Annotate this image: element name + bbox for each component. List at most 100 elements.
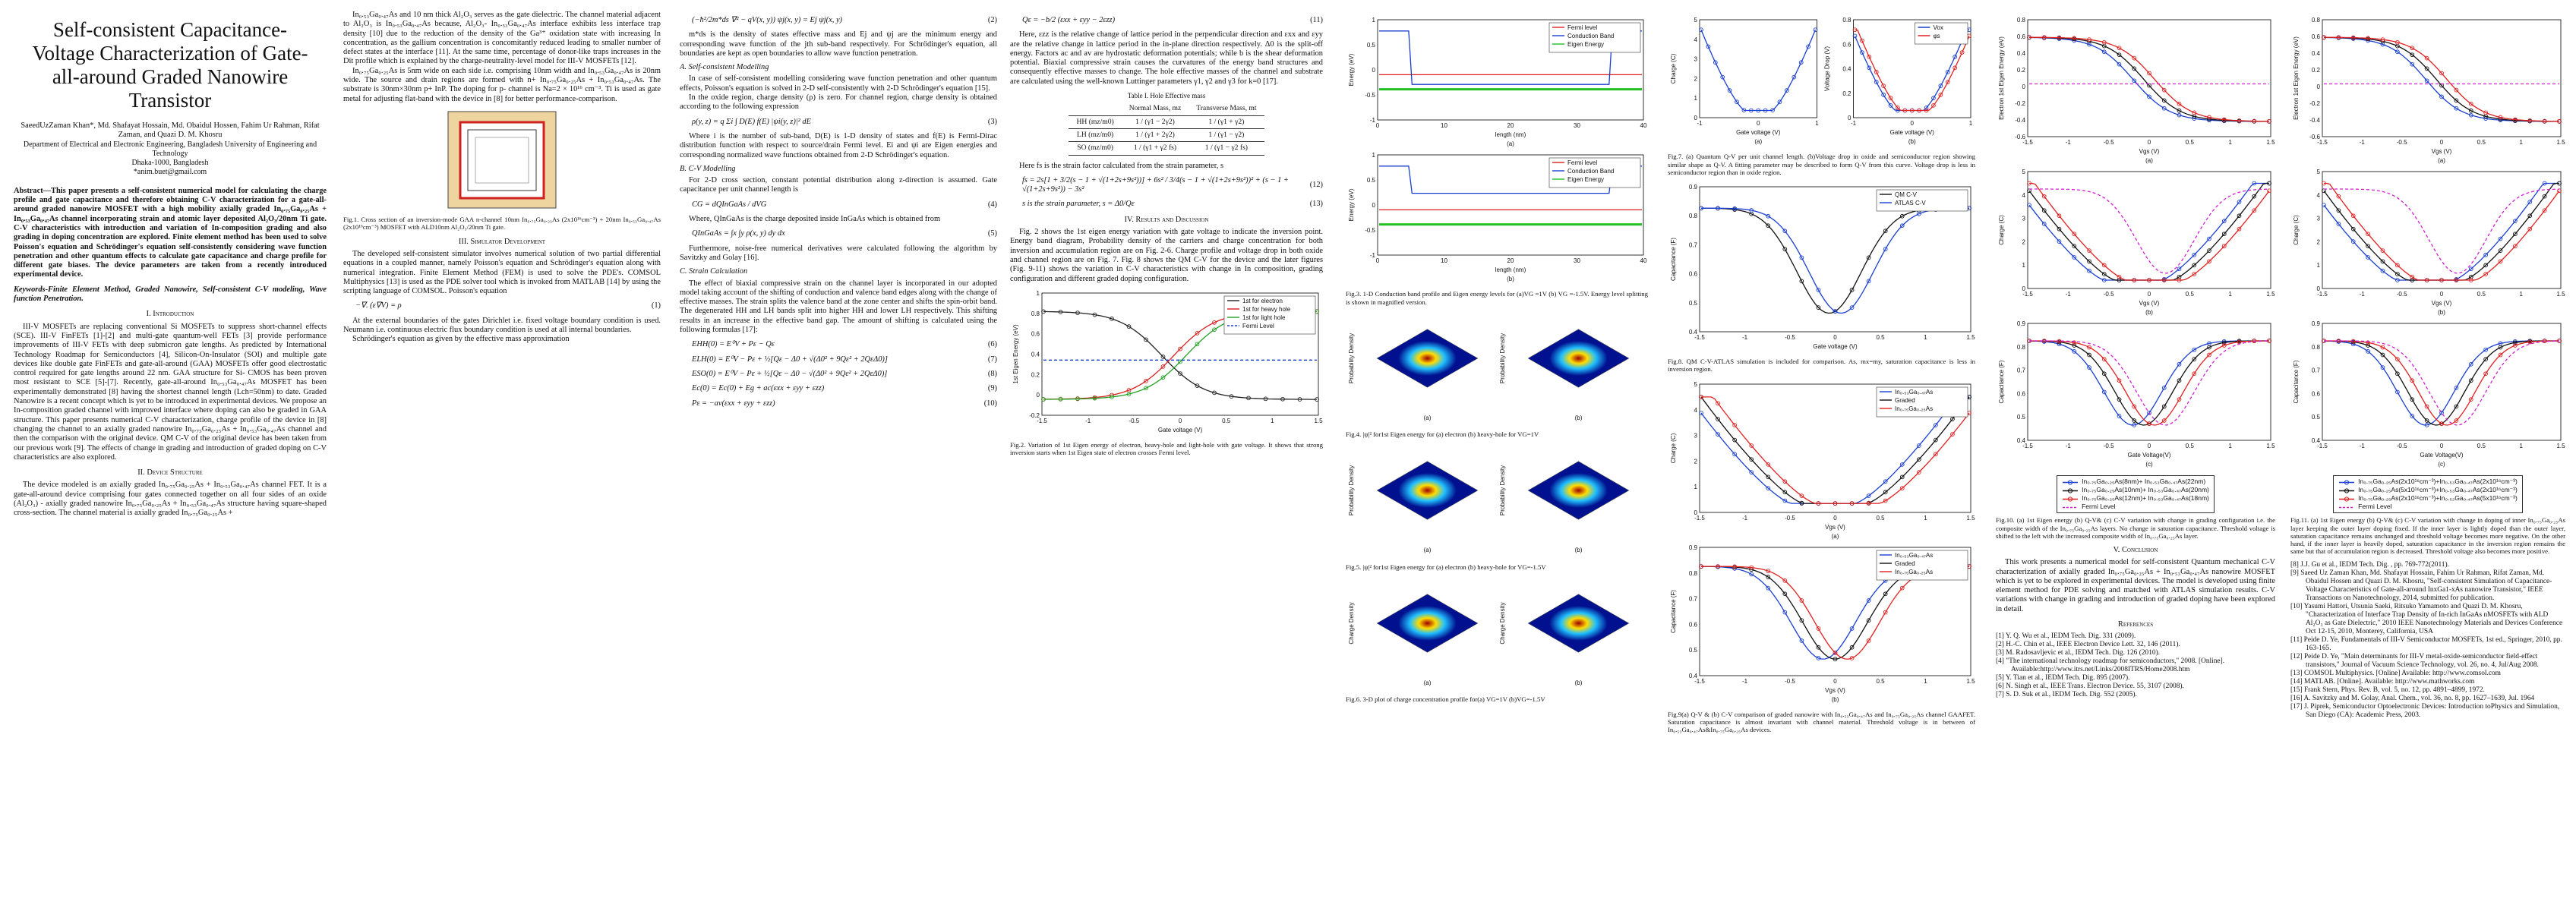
- curve: [1855, 29, 1970, 112]
- legend-swatch: [2063, 506, 2079, 508]
- curve-marker: [1092, 312, 1097, 317]
- curve-marker: [2410, 52, 2415, 58]
- curve-marker: [1315, 397, 1319, 402]
- y-tick-label: 0.8: [1689, 213, 1698, 219]
- y-tick-label: 4: [2022, 192, 2026, 199]
- y-tick-label: 3: [2022, 216, 2026, 222]
- curve-marker: [2454, 87, 2459, 93]
- curve-marker: [1899, 213, 1905, 219]
- x-tick-label: 0: [1833, 515, 1837, 522]
- curve-marker: [2132, 55, 2137, 61]
- legend-label: Graded: [1895, 560, 1915, 567]
- x-tick-label: -0.5: [2104, 139, 2114, 146]
- paragraph: In the oxide region, charge density (ρ) …: [680, 93, 997, 112]
- curve-marker: [2117, 46, 2122, 51]
- figure-plots: -1.5 -1 -0.5 0 0.5 1 1.5 -0.6 -0.4 -0.2 0 0.2 0.4 0.6…: [1998, 17, 2275, 468]
- curve-marker: [1849, 500, 1855, 506]
- curve-marker: [2132, 423, 2137, 427]
- curve-marker: [2101, 371, 2107, 377]
- curve-marker: [2027, 35, 2031, 39]
- reference: [17] J. Piprek, Semiconductor Optoelectr…: [2290, 703, 2560, 720]
- legend-entry: In₀.₇₅Ga₀.₂₅As(12nm)+ In₀.₅₃Ga₀.₄₇As(18n…: [2062, 494, 2209, 503]
- table-cell: 1 / (γ1 + 2γ2): [1121, 128, 1189, 143]
- curve-marker: [2454, 278, 2459, 282]
- curve-marker: [1144, 378, 1148, 383]
- x-tick-label: 1.5: [1966, 678, 1975, 685]
- curve-marker: [2132, 78, 2137, 84]
- curve-marker: [1852, 27, 1858, 33]
- x-tick-label: 1: [1969, 120, 1973, 127]
- curve-marker: [1699, 410, 1703, 415]
- y-tick-label: 5: [1694, 17, 1698, 24]
- figure: -1.5 -1 -0.5 0 0.5 1 1.5 -0.6 -0.4 -0.2 0 0.2 0.4 0.6…: [1996, 15, 2275, 540]
- x-tick-label: 1: [1815, 120, 1819, 127]
- y-tick-label: 1: [1372, 152, 1376, 159]
- legend-marker: [2344, 496, 2350, 502]
- plot-frame: [1699, 19, 1817, 118]
- paragraph: Fig. 2 shows the 1st eigen energy variat…: [1010, 228, 1323, 283]
- curve-marker: [2252, 194, 2257, 199]
- curve-marker: [1945, 69, 1950, 74]
- column: -1 0 1 0 1 2 3 4 5 Gate voltage (V) Charge (C) (a) -…: [1668, 11, 1975, 903]
- curve-marker: [2207, 345, 2211, 350]
- legend-label: Graded: [1895, 397, 1915, 404]
- equation: (−ħ²/2m*ds ∇² − qV(x, y)) ψj(x, y) = Ej …: [680, 16, 997, 25]
- curve-marker: [2117, 397, 2122, 402]
- heading: IV. Results and Discussion: [1124, 215, 1209, 224]
- y-tick-label: 2: [1694, 75, 1698, 82]
- y-tick-label: 2: [2022, 238, 2026, 245]
- y-axis-label: Charge (C): [1670, 433, 1677, 463]
- heading: III. Simulator Development: [458, 237, 546, 246]
- legend-label: In₀.₇₅Ga₀.₂₅As(2x10¹⁶cm⁻³)+In₀.₅₃Ga₀.₄₇A…: [2358, 494, 2518, 503]
- table-cell: 1 / (γ1 + γ2 fs): [1121, 141, 1189, 156]
- curve-marker: [1938, 93, 1943, 97]
- x-tick-label: -1.5: [2022, 139, 2033, 146]
- paragraph: Furthermore, noise-free numerical deriva…: [680, 244, 997, 262]
- curve-marker: [2410, 378, 2415, 383]
- curve-marker: [2468, 101, 2473, 106]
- curve-marker: [2439, 71, 2444, 76]
- curve: [1379, 30, 1642, 85]
- curve-marker: [1748, 108, 1754, 113]
- figure-plots: -1.5 -1 -0.5 0 0.5 1 1.5 0 1 2 3 4 5 Vgs (V) Charge (C…: [1670, 381, 1975, 703]
- curve-marker: [2468, 108, 2473, 113]
- figure-plots: -1.5 -1 -0.5 0 0.5 1 1.5 0.4 0.5 0.6 0.7 0.8 0.9 Gate…: [1670, 184, 1975, 350]
- curve: [2324, 188, 2559, 274]
- paragraph: Here fs is the strain factor calculated …: [1019, 161, 1224, 170]
- paragraph: This work presents a numerical model for…: [1996, 558, 2275, 613]
- figure: -1 0 1 0 1 2 3 4 5 Gate voltage (V) Charge (C) (a) -…: [1668, 15, 1975, 176]
- legend-label: 1st for light hole: [1242, 314, 1286, 321]
- y-tick-label: 1: [1694, 95, 1698, 102]
- curve-marker: [2527, 339, 2533, 345]
- curve-marker: [1735, 99, 1739, 105]
- curve-marker: [2468, 378, 2473, 383]
- equation-body: Ec(0) = Ec(0) + Eg + ac(εxx + εyy + εzz): [692, 384, 825, 393]
- curve: [2029, 340, 2270, 426]
- address: Dhaka-1000, Bangladesh: [131, 159, 209, 168]
- curve-marker: [2192, 347, 2197, 352]
- curve-marker: [1849, 645, 1855, 650]
- curve-marker: [1899, 585, 1905, 591]
- legend-entry: In₀.₇₅Ga₀.₂₅As(10nm)+ In₀.₅₃Ga₀.₄₇As(20n…: [2062, 486, 2209, 494]
- subfigure-label: (a): [1832, 533, 1839, 540]
- equation-number: (5): [987, 229, 997, 238]
- curve-marker: [1816, 626, 1821, 631]
- curve-marker: [1959, 50, 1965, 55]
- curve-marker: [1144, 386, 1148, 390]
- map-axis-label: Probability Density: [1348, 333, 1355, 383]
- curve-marker: [2177, 274, 2182, 279]
- paragraph: At the external boundaries of the gates …: [343, 316, 661, 335]
- heading: References: [2117, 619, 2154, 629]
- legend-label: Conduction Band: [1567, 168, 1614, 175]
- curve-marker: [1782, 610, 1788, 615]
- legend: In₀.₇₅Ga₀.₂₅As(2x10¹⁶cm⁻³)+In₀.₅₃Ga₀.₄₇A…: [2333, 475, 2523, 514]
- curve-marker: [1732, 206, 1737, 211]
- y-tick-label: 1: [2317, 262, 2321, 269]
- x-tick-label: -1: [1742, 515, 1748, 522]
- y-axis-label: Energy (eV): [1348, 188, 1355, 221]
- curve: [2324, 340, 2559, 426]
- curve-marker: [1866, 638, 1871, 643]
- y-tick-label: 1: [1694, 484, 1698, 490]
- legend-swatch: [2339, 487, 2355, 493]
